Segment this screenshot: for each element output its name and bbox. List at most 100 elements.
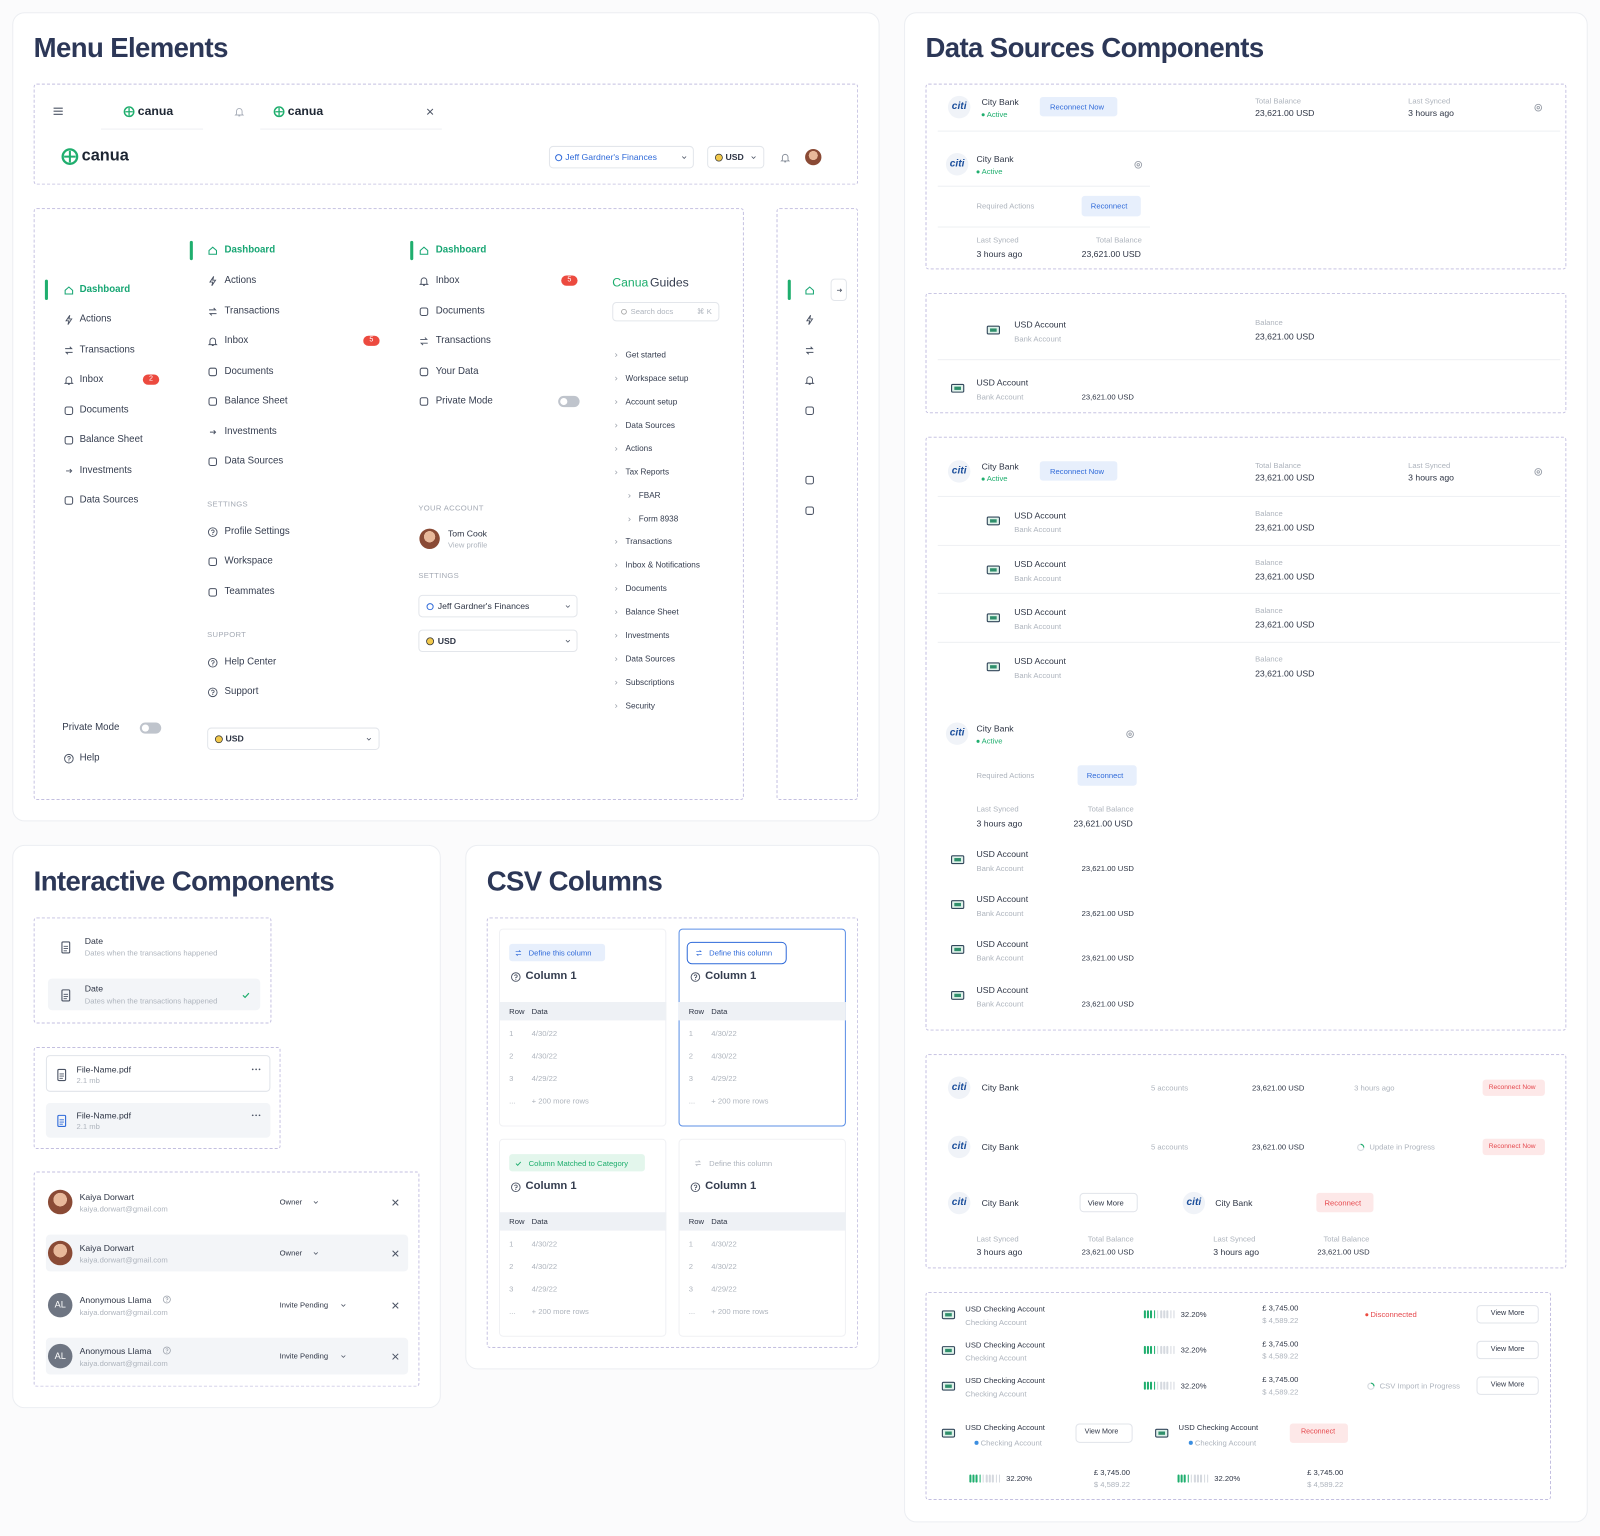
guide-link[interactable]: Tax Reports bbox=[625, 467, 670, 477]
nav-item[interactable]: Actions bbox=[79, 313, 112, 325]
nav-item[interactable]: Balance Sheet bbox=[79, 433, 143, 446]
nav-item[interactable]: Inbox bbox=[435, 274, 460, 287]
file-row[interactable] bbox=[45, 1103, 271, 1138]
nav-item[interactable]: Dashboard bbox=[224, 244, 276, 256]
nav-item[interactable]: Documents bbox=[224, 365, 274, 377]
column-card[interactable] bbox=[498, 1138, 667, 1337]
close-icon bbox=[391, 1198, 399, 1206]
nav-item[interactable]: Private Mode bbox=[435, 395, 493, 407]
nav-item[interactable]: Dashboard bbox=[435, 244, 487, 256]
member-role[interactable]: Invite Pending bbox=[279, 1351, 329, 1361]
nav-item[interactable]: Balance Sheet bbox=[224, 395, 288, 407]
nav-item[interactable]: Inbox bbox=[79, 373, 104, 386]
nav-item[interactable]: Data Sources bbox=[79, 494, 139, 506]
cell: ... bbox=[509, 1306, 516, 1316]
nav-item[interactable]: Actions bbox=[224, 274, 257, 287]
user-link[interactable]: View profile bbox=[447, 540, 488, 550]
nav-item[interactable]: Transactions bbox=[224, 305, 280, 317]
guide-link[interactable]: Data Sources bbox=[625, 654, 675, 664]
nav-item[interactable]: Data Sources bbox=[224, 455, 284, 467]
nav-item[interactable]: Support bbox=[224, 686, 259, 698]
reconnect-button[interactable] bbox=[1482, 1138, 1545, 1156]
view-more-button[interactable] bbox=[1079, 1192, 1138, 1213]
progress-bar bbox=[1206, 1474, 1209, 1483]
cell: 3 bbox=[509, 1284, 514, 1294]
nav-item[interactable]: Your Data bbox=[435, 365, 479, 377]
guide-link[interactable]: Transactions bbox=[625, 536, 672, 547]
member-role[interactable]: Owner bbox=[279, 1248, 303, 1258]
guide-link[interactable]: Workspace setup bbox=[625, 373, 689, 383]
nav-item[interactable]: Workspace bbox=[224, 555, 273, 567]
nav-item[interactable]: Documents bbox=[435, 305, 485, 317]
action-button[interactable] bbox=[1075, 1423, 1133, 1443]
field-label: Total Balance bbox=[1323, 1234, 1370, 1244]
guide-link[interactable]: Account setup bbox=[625, 397, 678, 407]
toggle[interactable] bbox=[558, 395, 580, 408]
action-button[interactable] bbox=[1289, 1423, 1348, 1443]
account-type: Checking Account bbox=[1194, 1438, 1257, 1448]
reconnect-button[interactable] bbox=[1077, 765, 1137, 786]
nav-item[interactable]: Dashboard bbox=[79, 283, 131, 296]
help-shape bbox=[513, 1184, 518, 1188]
amount: 23,621.00 USD bbox=[1255, 108, 1315, 119]
nav-item[interactable]: Investments bbox=[79, 464, 132, 476]
finance-select[interactable] bbox=[418, 594, 578, 618]
file-name: File-Name.pdf bbox=[76, 1110, 132, 1121]
reconnect-button[interactable] bbox=[1081, 195, 1141, 217]
chip[interactable] bbox=[509, 943, 606, 962]
nav-item[interactable]: Transactions bbox=[79, 344, 135, 356]
cell: 4/29/22 bbox=[531, 1073, 558, 1084]
member-role[interactable]: Owner bbox=[279, 1197, 303, 1207]
guide-link[interactable]: Balance Sheet bbox=[625, 607, 679, 617]
search-box[interactable] bbox=[612, 302, 720, 322]
section-label: SETTINGS bbox=[418, 570, 460, 581]
view-more-button[interactable] bbox=[1476, 1376, 1539, 1395]
member-role[interactable]: Invite Pending bbox=[279, 1300, 329, 1310]
chip[interactable] bbox=[686, 941, 787, 965]
synced-ago: 3 hours ago bbox=[1408, 108, 1454, 119]
currency-select[interactable] bbox=[207, 727, 380, 750]
guide-link[interactable]: Security bbox=[625, 701, 656, 711]
finance-select[interactable] bbox=[548, 145, 694, 169]
reconnect-button[interactable] bbox=[1316, 1192, 1374, 1213]
bank-logo-text: citi bbox=[951, 101, 967, 113]
guide-link[interactable]: Data Sources bbox=[625, 420, 675, 430]
swap-shape bbox=[419, 336, 428, 345]
account-name: USD Account bbox=[1014, 607, 1066, 618]
nav-item[interactable]: Profile Settings bbox=[224, 525, 290, 538]
guide-link[interactable]: Get started bbox=[625, 350, 666, 360]
reconnect-button[interactable] bbox=[1039, 461, 1118, 481]
nav-item[interactable]: Inbox bbox=[224, 335, 249, 347]
nav-icon bbox=[207, 456, 217, 466]
reconnect-button[interactable] bbox=[1039, 96, 1118, 117]
home-icon bbox=[804, 285, 814, 295]
nav-item[interactable]: Documents bbox=[79, 404, 129, 416]
guide-link[interactable]: Documents bbox=[625, 583, 667, 594]
currency-select[interactable] bbox=[707, 145, 765, 169]
column-card[interactable] bbox=[678, 1138, 846, 1337]
guide-link[interactable]: Actions bbox=[625, 444, 653, 454]
view-more-button[interactable] bbox=[1476, 1305, 1539, 1324]
guide-link[interactable]: FBAR bbox=[638, 491, 661, 501]
chev-shape bbox=[565, 604, 570, 608]
nav-item[interactable]: Help Center bbox=[224, 656, 277, 668]
currency-select[interactable] bbox=[418, 629, 578, 653]
chip-label: Column Matched to Category bbox=[528, 1158, 629, 1168]
guide-link[interactable]: Subscriptions bbox=[625, 677, 675, 687]
nav-item[interactable]: Help bbox=[79, 752, 100, 764]
file-row[interactable] bbox=[45, 1055, 271, 1092]
column-card[interactable] bbox=[498, 928, 667, 1127]
toggle[interactable] bbox=[139, 722, 162, 734]
guide-link[interactable]: Investments bbox=[625, 630, 670, 640]
table-header bbox=[678, 1212, 846, 1231]
nav-item[interactable]: Investments bbox=[224, 425, 277, 438]
nav-item[interactable]: Transactions bbox=[435, 335, 491, 347]
percent: 32.20% bbox=[1214, 1473, 1241, 1484]
selected-row[interactable] bbox=[47, 978, 261, 1011]
view-more-button[interactable] bbox=[1476, 1340, 1539, 1360]
guide-link[interactable]: Inbox & Notifications bbox=[625, 560, 700, 570]
reconnect-button[interactable] bbox=[1482, 1079, 1545, 1096]
nav-item[interactable]: Teammates bbox=[224, 586, 275, 598]
logo-icon bbox=[273, 105, 284, 117]
guide-link[interactable]: Form 8938 bbox=[638, 514, 679, 524]
